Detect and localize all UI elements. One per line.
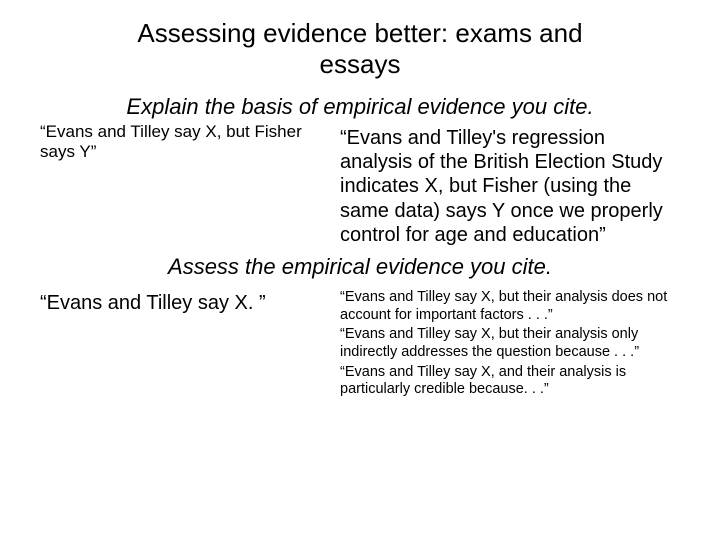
- slide-title: Assessing evidence better: exams and ess…: [40, 18, 680, 80]
- assess-right-item-1: “Evans and Tilley say X, but their analy…: [340, 289, 680, 324]
- assess-right-item-2: “Evans and Tilley say X, but their analy…: [340, 326, 680, 361]
- subtitle-assess: Assess the empirical evidence you cite.: [40, 254, 680, 279]
- row-assess: “Evans and Tilley say X. ” “Evans and Ti…: [40, 289, 680, 401]
- assess-left-text: “Evans and Tilley say X. ”: [40, 291, 320, 315]
- explain-right-text: “Evans and Tilley's regression analysis …: [340, 126, 680, 248]
- row-explain: “Evans and Tilley say X, but Fisher says…: [40, 122, 680, 248]
- assess-right-item-3: “Evans and Tilley say X, and their analy…: [340, 364, 680, 399]
- subtitle-explain: Explain the basis of empirical evidence …: [40, 94, 680, 119]
- explain-left-text: “Evans and Tilley say X, but Fisher says…: [40, 122, 320, 163]
